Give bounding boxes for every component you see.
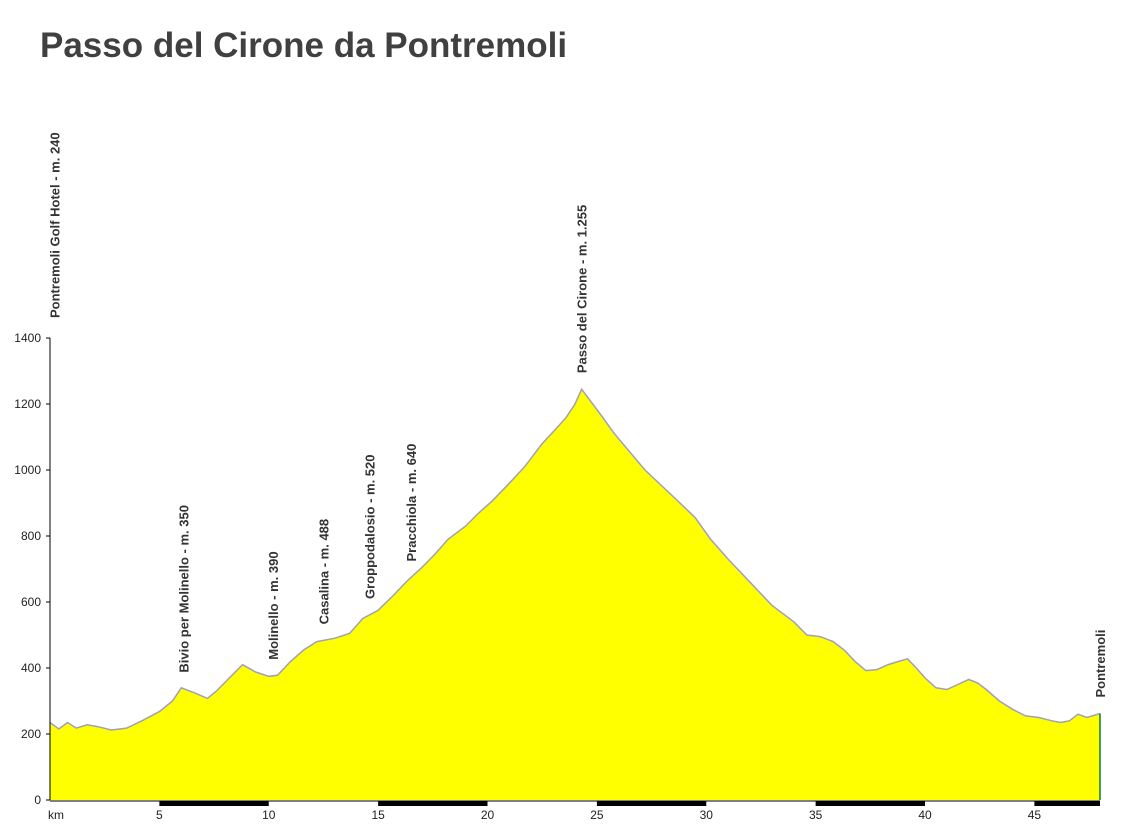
y-tick-label: 800 — [21, 529, 41, 543]
km-scale-segment — [596, 801, 707, 806]
x-tick-label: 10 — [262, 808, 276, 822]
x-tick-label: 20 — [481, 808, 495, 822]
place-annotation: Molinello - m. 390 — [266, 551, 281, 659]
place-annotation: Groppodalosio - m. 520 — [362, 454, 377, 598]
x-tick-label: 30 — [700, 808, 714, 822]
km-scale-segment — [1034, 801, 1100, 806]
x-ticks: 5 10 15 20 25 30 35 40 45 — [156, 808, 1041, 822]
y-tick-label: 400 — [21, 661, 41, 675]
place-annotation: Pontremoli — [1093, 630, 1108, 698]
x-tick-label: 35 — [809, 808, 823, 822]
place-annotation: Pontremoli Golf Hotel - m. 240 — [47, 132, 62, 318]
y-tick-label: 1400 — [14, 331, 41, 345]
y-tick-label: 600 — [21, 595, 41, 609]
place-annotation: Passo del Cirone - m. 1.255 — [575, 205, 590, 373]
x-tick-label: 40 — [918, 808, 932, 822]
place-annotation: Bivio per Molinello - m. 350 — [176, 505, 191, 673]
x-axis-label: km — [48, 808, 64, 822]
km-scale-segment — [159, 801, 269, 806]
place-annotations: Pontremoli Golf Hotel - m. 240 Bivio per … — [47, 132, 1108, 697]
elevation-area — [50, 389, 1100, 800]
x-tick-label: 15 — [371, 808, 385, 822]
place-annotation: Casalina - m. 488 — [316, 519, 331, 625]
elevation-line — [49, 387, 1101, 731]
y-tick-label: 1200 — [14, 397, 41, 411]
km-scale-segment — [815, 801, 925, 806]
y-ticks: 0 200 400 600 800 1000 1200 1400 — [14, 331, 50, 807]
place-annotation: Pracchiola - m. 640 — [404, 444, 419, 562]
x-tick-label: 5 — [156, 808, 163, 822]
x-tick-label: 25 — [590, 808, 604, 822]
km-scale-bar — [50, 800, 1100, 806]
y-tick-label: 0 — [34, 793, 41, 807]
chart-title: Passo del Cirone da Pontremoli — [40, 26, 568, 65]
y-tick-label: 1000 — [14, 463, 41, 477]
y-tick-label: 200 — [21, 727, 41, 741]
x-tick-label: 45 — [1028, 808, 1042, 822]
km-scale-segment — [378, 801, 488, 806]
